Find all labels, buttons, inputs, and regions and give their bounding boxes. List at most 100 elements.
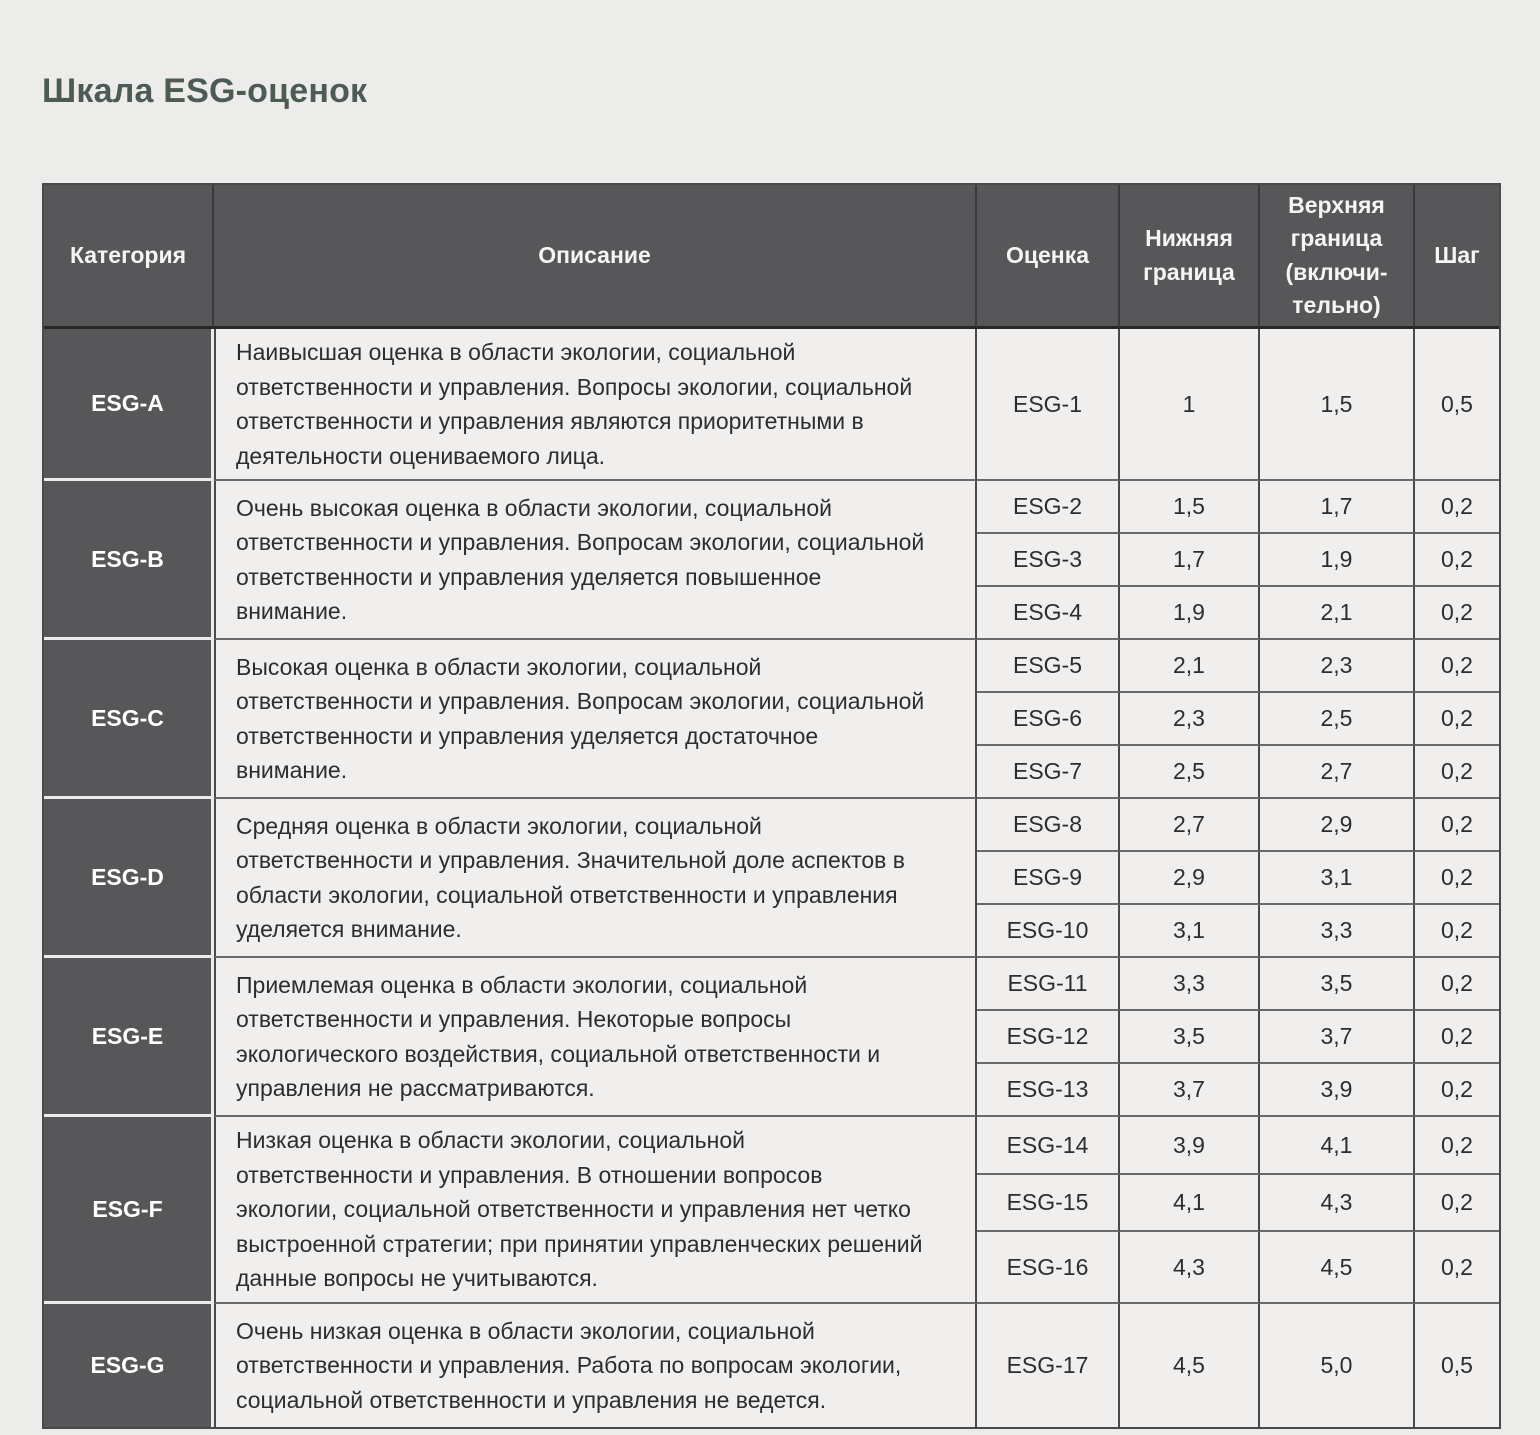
step-cell: 0,2 [1415,587,1499,641]
score-cell: ESG-6 [977,693,1120,747]
table-row: ESG-E Приемлемая оценка в области эколог… [44,958,1499,1118]
lower-bound-cell: 3,5 [1120,1011,1260,1065]
step-cell: 0,2 [1415,534,1499,588]
step-cell: 0,2 [1415,1011,1499,1065]
table-row: ESG-4 1,9 2,1 0,2 [44,587,1499,641]
lower-bound-cell: 2,3 [1120,693,1260,747]
column-header-description: Описание [214,185,977,330]
step-cell: 0,5 [1415,1303,1499,1427]
table-row: ESG-6 2,3 2,5 0,2 [44,693,1499,747]
table-row: ESG-C Высокая оценка в области экологии,… [44,640,1499,800]
score-cell: ESG-17 [977,1303,1120,1427]
description-cell: Средняя оценка в области экологии, социа… [214,799,977,959]
score-cell: ESG-11 [977,958,1120,1012]
table-row: ESG-9 2,9 3,1 0,2 [44,852,1499,906]
upper-bound-cell: 2,5 [1260,693,1415,747]
step-cell: 0,2 [1415,905,1499,959]
description-cell: Низкая оценка в области экологии, социал… [214,1117,977,1304]
lower-bound-cell: 3,3 [1120,958,1260,1012]
column-header-category: Категория [44,185,214,330]
upper-bound-cell: 3,9 [1260,1064,1415,1118]
score-cell: ESG-13 [977,1064,1120,1118]
score-cell: ESG-16 [977,1232,1120,1304]
lower-bound-cell: 4,1 [1120,1174,1260,1233]
step-cell: 0,2 [1415,1174,1499,1233]
upper-bound-cell: 1,7 [1260,481,1415,535]
score-cell: ESG-15 [977,1174,1120,1233]
lower-bound-cell: 1,9 [1120,587,1260,641]
score-cell: ESG-9 [977,852,1120,906]
step-cell: 0,2 [1415,852,1499,906]
description-cell: Наивысшая оценка в области экологии, соц… [214,329,977,482]
table-row: ESG-3 1,7 1,9 0,2 [44,534,1499,588]
table-row: ESG-10 3,1 3,3 0,2 [44,905,1499,959]
step-cell: 0,2 [1415,958,1499,1012]
score-cell: ESG-12 [977,1011,1120,1065]
upper-bound-cell: 3,3 [1260,905,1415,959]
score-cell: ESG-10 [977,905,1120,959]
lower-bound-cell: 2,9 [1120,852,1260,906]
upper-bound-cell: 3,7 [1260,1011,1415,1065]
lower-bound-cell: 3,7 [1120,1064,1260,1118]
lower-bound-cell: 2,1 [1120,640,1260,694]
table-row: ESG-12 3,5 3,7 0,2 [44,1011,1499,1065]
step-cell: 0,2 [1415,1232,1499,1304]
esg-scale-table: Категория Описание Оценка Нижняя граница… [42,183,1501,1429]
description-cell: Приемлемая оценка в области экологии, со… [214,958,977,1118]
upper-bound-cell: 2,3 [1260,640,1415,694]
description-cell: Очень низкая оценка в области экологии, … [214,1303,977,1427]
lower-bound-cell: 2,5 [1120,746,1260,800]
step-cell: 0,2 [1415,693,1499,747]
score-cell: ESG-1 [977,329,1120,482]
score-cell: ESG-5 [977,640,1120,694]
category-cell: ESG-F [44,1117,214,1304]
category-cell: ESG-A [44,329,214,482]
upper-bound-cell: 4,3 [1260,1174,1415,1233]
lower-bound-cell: 4,5 [1120,1303,1260,1427]
description-cell: Очень высокая оценка в области экологии,… [214,481,977,641]
upper-bound-cell: 2,9 [1260,799,1415,853]
upper-bound-cell: 4,1 [1260,1117,1415,1175]
upper-bound-cell: 1,5 [1260,329,1415,482]
page-title: Шкала ESG-оценок [42,72,368,110]
score-cell: ESG-4 [977,587,1120,641]
step-cell: 0,2 [1415,1064,1499,1118]
lower-bound-cell: 3,9 [1120,1117,1260,1175]
column-header-upper-bound: Верхняя граница (включи- тельно) [1260,185,1415,330]
description-cell: Высокая оценка в области экологии, социа… [214,640,977,800]
category-cell: ESG-G [44,1303,214,1427]
upper-bound-cell: 3,1 [1260,852,1415,906]
lower-bound-cell: 3,1 [1120,905,1260,959]
table-row: ESG-D Средняя оценка в области экологии,… [44,799,1499,959]
step-cell: 0,5 [1415,329,1499,482]
score-cell: ESG-8 [977,799,1120,853]
upper-bound-cell: 2,1 [1260,587,1415,641]
upper-bound-cell: 5,0 [1260,1303,1415,1427]
score-cell: ESG-2 [977,481,1120,535]
table-row: ESG-F Низкая оценка в области экологии, … [44,1117,1499,1304]
score-cell: ESG-3 [977,534,1120,588]
lower-bound-cell: 1,5 [1120,481,1260,535]
upper-bound-cell: 3,5 [1260,958,1415,1012]
table-row: ESG-15 4,1 4,3 0,2 [44,1174,1499,1233]
category-cell: ESG-C [44,640,214,800]
upper-bound-cell: 4,5 [1260,1232,1415,1304]
category-cell: ESG-B [44,481,214,641]
score-cell: ESG-14 [977,1117,1120,1175]
step-cell: 0,2 [1415,746,1499,800]
step-cell: 0,2 [1415,799,1499,853]
column-header-score: Оценка [977,185,1120,330]
table-row: ESG-7 2,5 2,7 0,2 [44,746,1499,800]
table-row: ESG-B Очень высокая оценка в области эко… [44,481,1499,641]
category-cell: ESG-E [44,958,214,1118]
category-cell: ESG-D [44,799,214,959]
column-header-lower-bound: Нижняя граница [1120,185,1260,330]
table-row: ESG-13 3,7 3,9 0,2 [44,1064,1499,1118]
table-header-row: Категория Описание Оценка Нижняя граница… [44,185,1499,330]
table-row: ESG-A Наивысшая оценка в области экологи… [44,329,1499,482]
lower-bound-cell: 4,3 [1120,1232,1260,1304]
lower-bound-cell: 1,7 [1120,534,1260,588]
table-row: ESG-16 4,3 4,5 0,2 [44,1232,1499,1304]
lower-bound-cell: 2,7 [1120,799,1260,853]
table-row: ESG-G Очень низкая оценка в области экол… [44,1303,1499,1427]
